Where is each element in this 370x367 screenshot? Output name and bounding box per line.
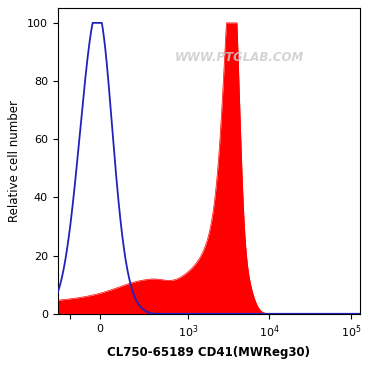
Y-axis label: Relative cell number: Relative cell number xyxy=(9,100,21,222)
X-axis label: CL750-65189 CD41(MWReg30): CL750-65189 CD41(MWReg30) xyxy=(107,346,310,359)
Text: WWW.PTGLAB.COM: WWW.PTGLAB.COM xyxy=(175,51,304,64)
